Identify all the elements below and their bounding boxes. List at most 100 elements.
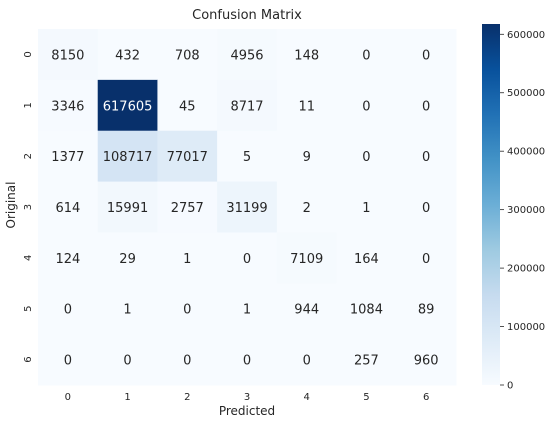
y-tick-label: 3 <box>23 204 34 210</box>
colorbar-tick-label: 0 <box>507 381 513 392</box>
heatmap-cell-r5-c5 <box>336 283 397 335</box>
colorbar-ticks: 0 100000 200000 300000 400000 500000 600000 <box>500 30 545 392</box>
cell-value-r3-c1: 15991 <box>107 201 148 216</box>
cell-value-r2-c1: 108717 <box>103 150 153 165</box>
heatmap-cell-r3-c4 <box>276 181 338 233</box>
cell-value-r6-c1: 0 <box>123 354 131 369</box>
x-tick-label: 1 <box>124 392 130 403</box>
cell-value-r5-c2: 0 <box>183 303 191 318</box>
x-tick-label: 3 <box>244 392 250 403</box>
cell-value-r0-c2: 708 <box>175 48 200 63</box>
cell-value-r0-c5: 0 <box>362 48 370 63</box>
cell-value-r4-c2: 1 <box>183 252 191 267</box>
cell-value-r3-c0: 614 <box>55 201 80 216</box>
heatmap-cell-r2-c5 <box>336 130 397 183</box>
y-tick-label: 4 <box>23 255 34 261</box>
cell-value-r0-c1: 432 <box>115 48 140 63</box>
heatmap-cell-r6-c5 <box>336 334 397 386</box>
y-tick-label: 5 <box>23 306 34 312</box>
heatmap-cell-r1-c0 <box>38 79 99 132</box>
x-tick-label: 5 <box>363 392 369 403</box>
cell-value-r0-c3: 4956 <box>230 48 263 63</box>
heatmap-cell-r4-c1 <box>97 232 158 284</box>
cell-value-r1-c6: 0 <box>422 99 430 114</box>
heatmap-cell-r6-c0 <box>38 334 99 386</box>
cell-value-r3-c2: 2757 <box>171 201 204 216</box>
cell-value-r1-c3: 8717 <box>230 99 263 114</box>
heatmap-cell-r5-c3 <box>217 283 278 335</box>
cell-value-r3-c4: 2 <box>303 201 311 216</box>
heatmap-cell-r3-c5 <box>336 181 397 233</box>
heatmap-cell-r0-c6 <box>396 29 457 81</box>
cell-value-r2-c5: 0 <box>362 150 370 165</box>
chart-title: Confusion Matrix <box>192 8 302 23</box>
cell-value-r2-c2: 77017 <box>167 150 208 165</box>
cell-value-r5-c0: 0 <box>64 303 72 318</box>
cell-value-r0-c0: 8150 <box>51 48 84 63</box>
heatmap-cell-r4-c6 <box>396 232 457 284</box>
heatmap-cell-r1-c6 <box>396 79 457 132</box>
cell-value-r1-c1: 617605 <box>103 99 153 114</box>
y-tick-label: 1 <box>23 102 34 108</box>
heatmap-cell-r6-c1 <box>97 334 158 386</box>
cell-value-r4-c4: 7109 <box>290 252 323 267</box>
colorbar-tick-label: 100000 <box>507 322 545 333</box>
heatmap-cell-r2-c2 <box>157 130 218 183</box>
cell-value-r1-c2: 45 <box>179 99 196 114</box>
heatmap-cell-r5-c0 <box>38 283 99 335</box>
cell-value-r1-c0: 3346 <box>51 99 84 114</box>
heatmap-cell-r0-c5 <box>336 29 397 81</box>
cell-value-r5-c5: 1084 <box>350 303 383 318</box>
x-tick-label: 6 <box>423 392 429 403</box>
x-tick-label: 2 <box>184 392 190 403</box>
cell-value-r5-c1: 1 <box>123 303 131 318</box>
heatmap-cell-r1-c5 <box>336 79 397 132</box>
cell-value-r3-c5: 1 <box>362 201 370 216</box>
cell-value-r6-c6: 960 <box>414 354 439 369</box>
x-tick-label: 0 <box>65 392 71 403</box>
heatmap-cell-r3-c0 <box>38 181 99 233</box>
heatmap-cell-r2-c0 <box>38 130 99 183</box>
cell-value-r4-c1: 29 <box>119 252 136 267</box>
heatmap-cell-r3-c2 <box>157 181 218 233</box>
x-axis-label: Predicted <box>219 404 275 418</box>
x-tick-label: 4 <box>304 392 310 403</box>
heatmap-cell-r2-c3 <box>217 130 278 183</box>
cell-value-r1-c4: 11 <box>298 99 315 114</box>
cell-value-r2-c6: 0 <box>422 150 430 165</box>
heatmap-cell-r4-c0 <box>38 232 99 284</box>
cell-value-r6-c4: 0 <box>303 354 311 369</box>
heatmap-cell-r4-c3 <box>217 232 278 284</box>
cell-value-r4-c6: 0 <box>422 252 430 267</box>
cell-value-r0-c4: 148 <box>294 48 319 63</box>
heatmap-cell-r2-c1 <box>97 130 158 183</box>
heatmap-cell-r5-c1 <box>97 283 158 335</box>
cell-value-r5-c4: 944 <box>294 303 319 318</box>
heatmap-cell-r0-c0 <box>38 29 99 81</box>
cell-value-r2-c3: 5 <box>243 150 251 165</box>
heatmap-cell-r6-c3 <box>217 334 278 386</box>
heatmap-cell-r2-c4 <box>276 130 338 183</box>
heatmap-cell-r1-c4 <box>276 79 338 132</box>
cell-value-r6-c5: 257 <box>354 354 379 369</box>
cell-value-r4-c0: 124 <box>55 252 80 267</box>
heatmap-cell-r5-c2 <box>157 283 218 335</box>
colorbar-tick-label: 300000 <box>507 205 545 216</box>
heatmap-cell-r1-c1 <box>97 79 158 132</box>
y-axis-label: Original <box>4 182 18 229</box>
cell-value-r3-c6: 0 <box>422 201 430 216</box>
colorbar-tick-label: 500000 <box>507 88 545 99</box>
heatmap-cell-r0-c2 <box>157 29 218 81</box>
heatmap-cell-r0-c3 <box>217 29 278 81</box>
cell-value-r0-c6: 0 <box>422 48 430 63</box>
colorbar <box>482 24 500 385</box>
cell-value-r1-c5: 0 <box>362 99 370 114</box>
colorbar-tick-label: 600000 <box>507 30 545 41</box>
x-tick-labels: 0 1 2 3 4 5 6 <box>65 392 430 403</box>
heatmap-cell-r6-c4 <box>276 334 338 386</box>
cell-value-r6-c3: 0 <box>243 354 251 369</box>
heatmap-cell-r4-c4 <box>276 232 338 284</box>
y-tick-labels: 0 1 2 3 4 5 6 <box>23 51 34 363</box>
